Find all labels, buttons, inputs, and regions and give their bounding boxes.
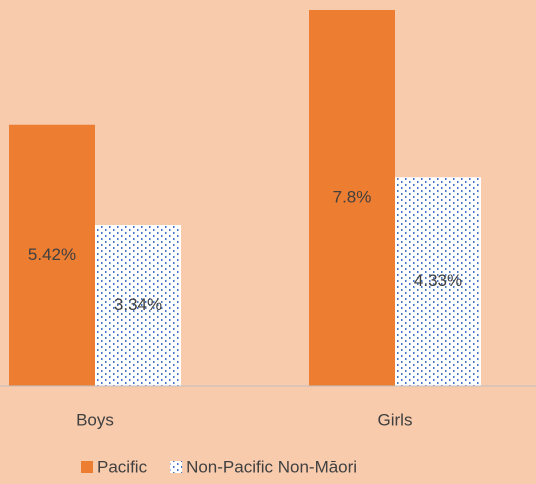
data-label: 5.42% [28, 245, 76, 264]
legend-swatch [170, 461, 183, 473]
legend-swatch [81, 461, 93, 473]
data-label: 4.33% [414, 271, 462, 290]
bar [95, 224, 181, 386]
bar [309, 10, 395, 386]
x-tick-label: Girls [378, 410, 413, 429]
legend-label: Pacific [97, 457, 148, 476]
bar [9, 124, 95, 386]
x-tick-label: Boys [76, 410, 114, 429]
data-label: 3.34% [114, 295, 162, 314]
data-label: 7.8% [333, 187, 372, 206]
bar [395, 177, 481, 386]
legend-label: Non-Pacific Non-Māori [186, 457, 357, 476]
